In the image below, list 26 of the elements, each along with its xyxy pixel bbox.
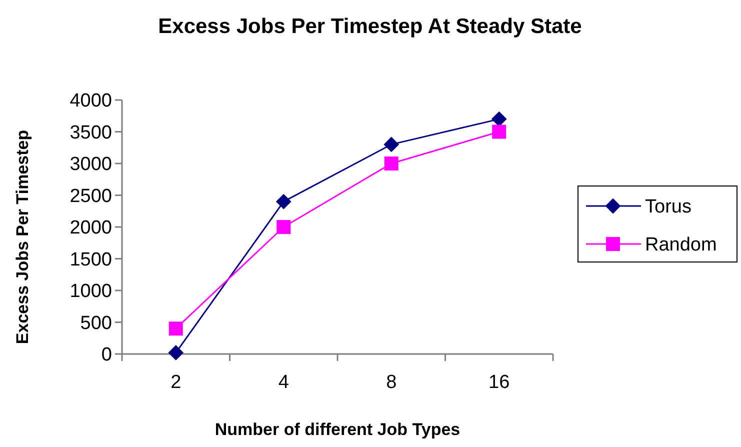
x-tick-label: 8 [386,372,397,393]
y-axis-title: Excess Jobs Per Timestep [13,130,32,344]
point [276,220,291,234]
point [384,156,398,170]
x-tick-label: 2 [170,372,182,393]
y-tick-label: 1000 [70,281,112,302]
y-tick-label: 3500 [70,122,112,144]
point [276,194,292,210]
y-tick-label: 0 [101,344,112,366]
point [168,322,183,336]
point [492,112,507,127]
x-axis-title: Number of different Job Types [214,420,460,439]
legend-label: Random [645,234,717,256]
point [492,124,506,139]
y-tick-label: 1500 [70,249,112,270]
legend-label: Torus [645,196,692,218]
y-tick-label: 4000 [70,90,112,112]
y-tick-label: 2500 [70,186,112,207]
chart-title: Excess Jobs Per Timestep At Steady State [158,15,582,38]
x-tick-label: 16 [488,372,510,393]
point [384,136,399,152]
x-tick-label: 4 [278,372,290,393]
y-tick-label: 2000 [70,218,112,239]
y-tick-label: 500 [80,312,112,334]
y-tick-label: 3000 [70,154,112,176]
point [168,345,184,360]
